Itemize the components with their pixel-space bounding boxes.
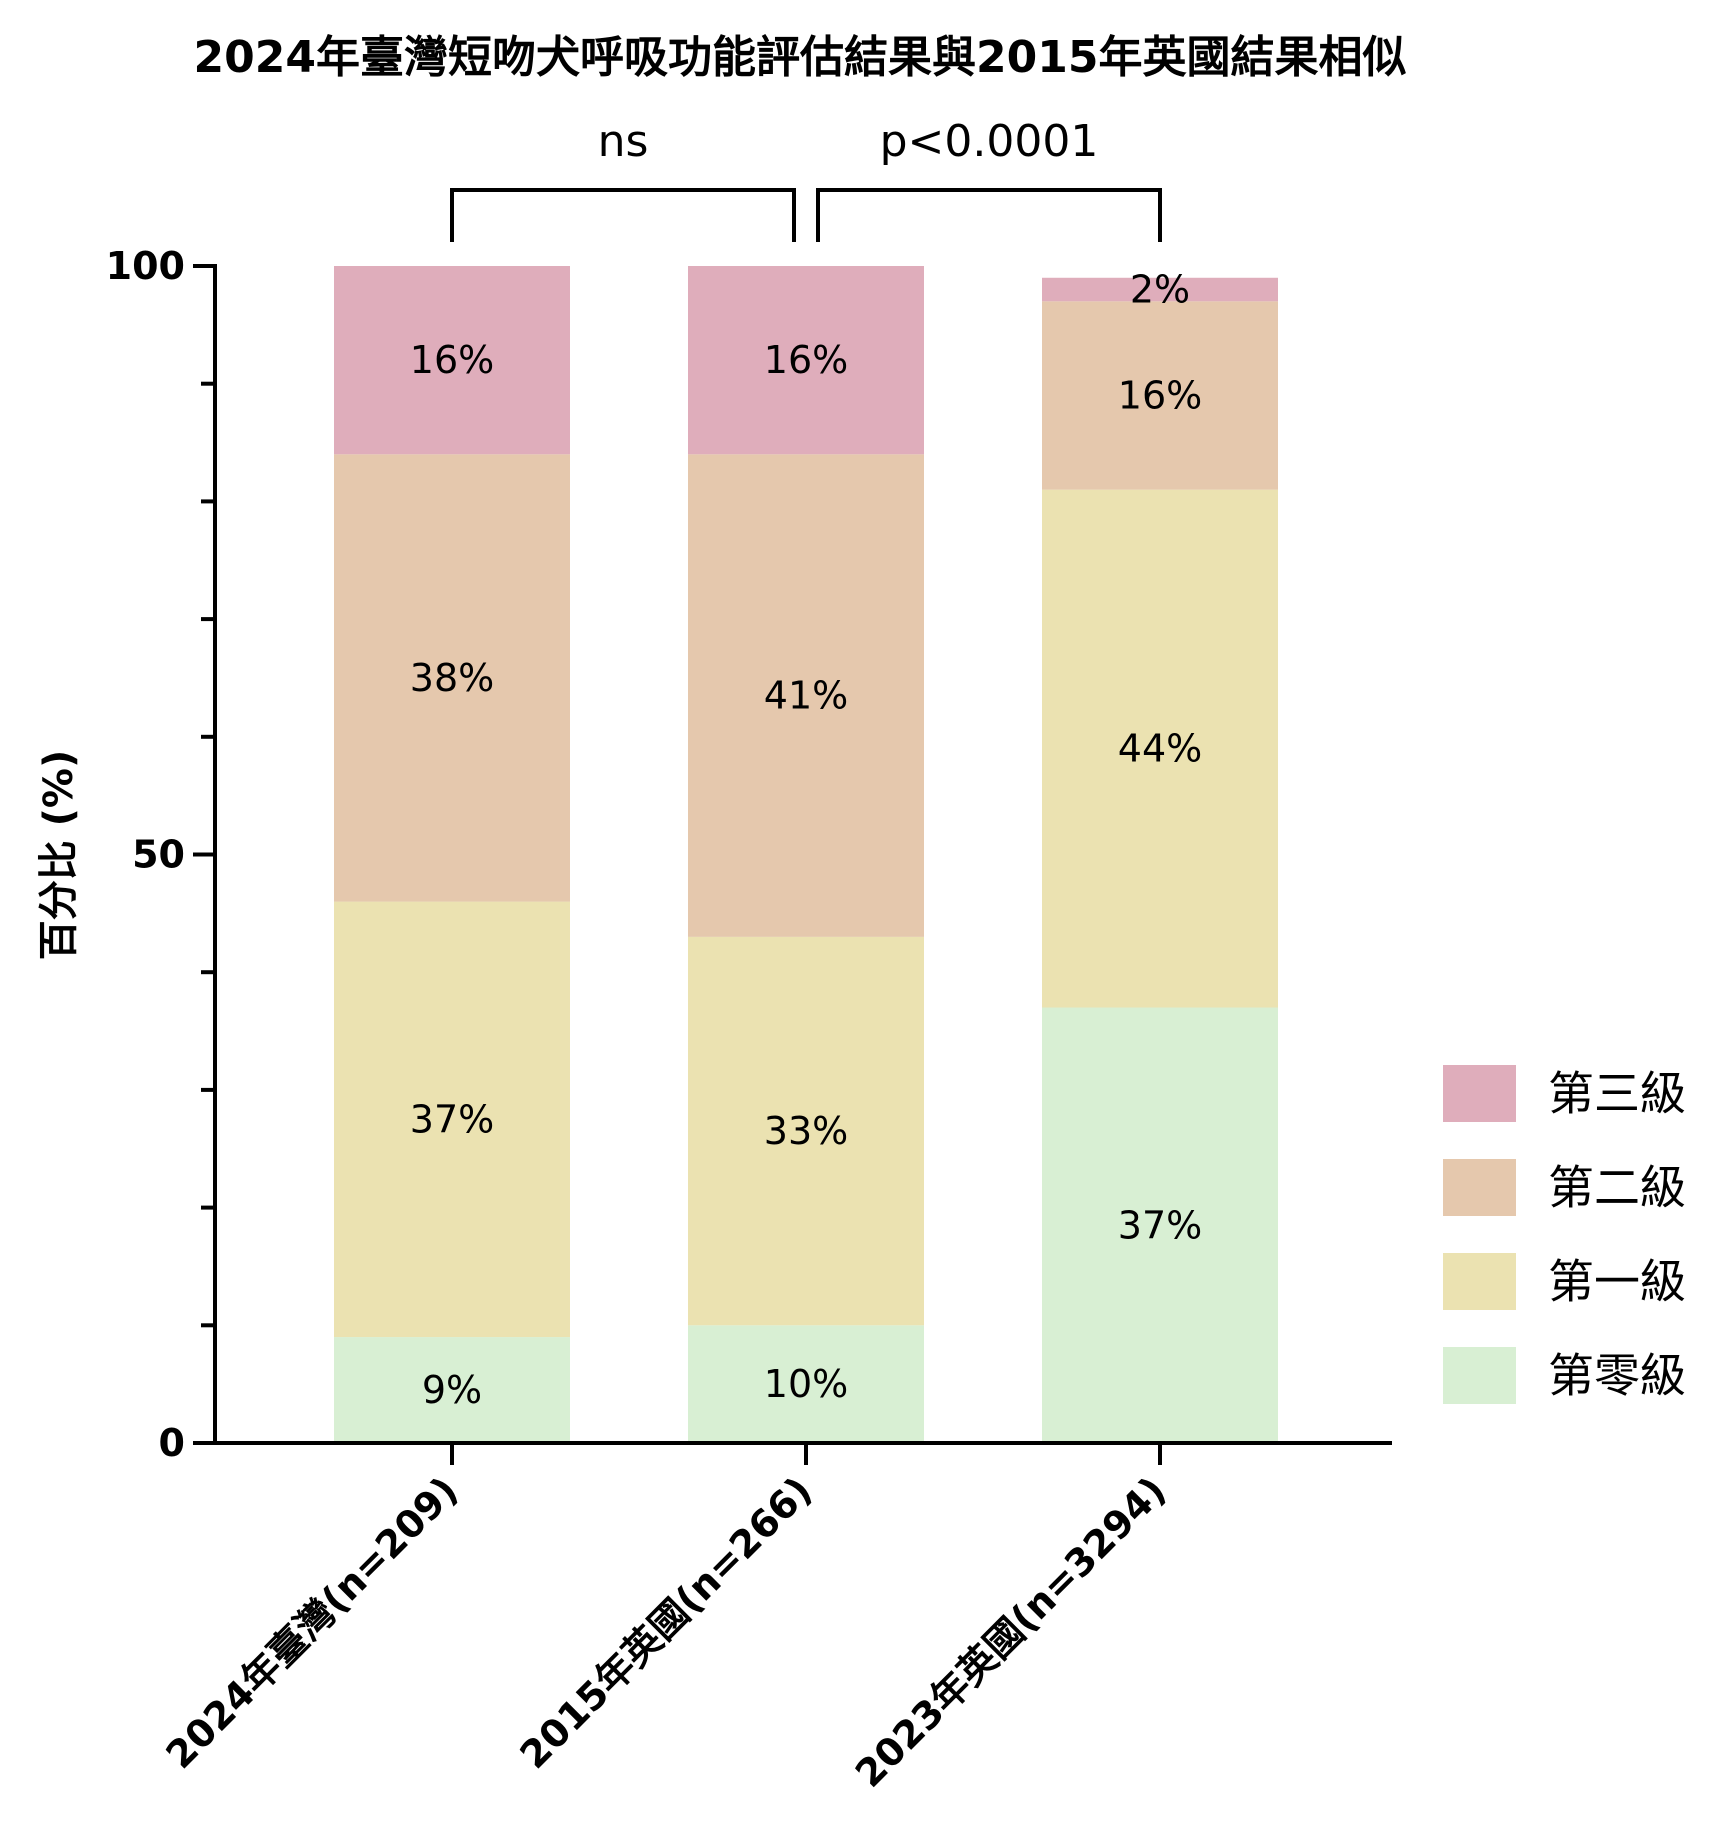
- data-label: 16%: [410, 338, 494, 382]
- bar-segment: [688, 1325, 924, 1443]
- bar-segment: [688, 936, 924, 1326]
- bar-segment: [688, 266, 924, 455]
- bars-layer: [334, 266, 1278, 1443]
- x-tick-label: 2015年英國(n=266): [512, 1468, 821, 1777]
- data-label: 2%: [1130, 268, 1190, 312]
- significance-bracket: [450, 188, 796, 242]
- data-label: 37%: [1118, 1203, 1202, 1247]
- significance-bracket: [816, 188, 1162, 242]
- y-tick-label: 100: [106, 244, 185, 288]
- data-label: 16%: [1118, 373, 1202, 417]
- bar-segment: [334, 1337, 570, 1443]
- significance-label: ns: [598, 116, 649, 167]
- y-tick-label: 0: [159, 1421, 185, 1465]
- legend-swatch: [1443, 1159, 1516, 1216]
- data-label: 16%: [764, 338, 848, 382]
- x-tick-label: 2024年臺灣(n=209): [158, 1468, 467, 1777]
- data-label: 38%: [410, 656, 494, 700]
- data-label: 37%: [410, 1097, 494, 1141]
- data-label: 44%: [1118, 727, 1202, 771]
- bar-segment: [334, 901, 570, 1338]
- significance-brackets: ns p<0.0001: [450, 116, 1162, 242]
- legend-label: 第二級: [1548, 1161, 1686, 1215]
- bar-segment: [1042, 301, 1278, 490]
- data-label: 10%: [764, 1362, 848, 1406]
- data-labels-layer: 9% 37% 38% 16% 10% 33% 41% 16% 37% 44% 16% 2%: [410, 268, 1202, 1412]
- y-axis-label: 百分比 (%): [36, 750, 82, 961]
- significance-label: p<0.0001: [880, 116, 1099, 167]
- legend-swatch: [1443, 1065, 1516, 1122]
- chart-title: 2024年臺灣短吻犬呼吸功能評估結果與2015年英國結果相似: [194, 32, 1407, 83]
- bar-segment: [334, 454, 570, 902]
- legend-swatch: [1443, 1347, 1516, 1404]
- bar-segment: [1042, 1007, 1278, 1443]
- data-label: 41%: [764, 674, 848, 718]
- bar-segment: [1042, 277, 1278, 302]
- x-tick-label: 2023年英國(n=3294): [847, 1468, 1175, 1796]
- data-label: 9%: [422, 1368, 482, 1412]
- bar-segment: [688, 454, 924, 937]
- legend-label: 第三級: [1548, 1067, 1686, 1121]
- y-tick-label: 50: [132, 833, 185, 877]
- legend-swatch: [1443, 1253, 1516, 1310]
- bar-segment: [1042, 489, 1278, 1008]
- bar-segment: [334, 266, 570, 455]
- legend-label: 第零級: [1548, 1349, 1686, 1403]
- legend-label: 第一級: [1548, 1255, 1686, 1309]
- data-label: 33%: [764, 1109, 848, 1153]
